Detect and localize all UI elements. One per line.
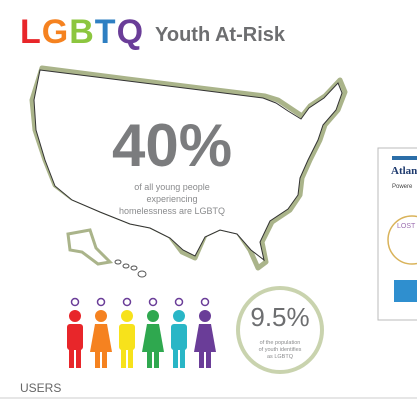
person-part — [95, 348, 100, 368]
panel-blue-logo — [394, 280, 417, 302]
section-label: USERS — [20, 381, 61, 395]
panel-circle-logo — [387, 215, 417, 265]
person-part — [200, 297, 210, 307]
person-part — [142, 324, 164, 352]
alaska — [66, 228, 114, 266]
person-part — [121, 348, 126, 368]
panel-logo-bar — [392, 156, 417, 160]
person-part — [69, 310, 81, 322]
us-map-inner — [33, 69, 343, 262]
person-part — [67, 324, 83, 350]
circle-caption: as LGBTQ — [267, 354, 294, 360]
person-part — [199, 348, 204, 368]
person-part — [102, 348, 107, 368]
person-part — [128, 348, 133, 368]
person-part — [90, 324, 112, 352]
person-part — [180, 348, 185, 368]
person-part — [76, 348, 81, 368]
big-stat: 40% — [112, 112, 232, 179]
person-part — [69, 348, 74, 368]
person-part — [171, 324, 187, 350]
person-part — [173, 348, 178, 368]
stat-caption: experiencing — [146, 194, 197, 204]
stat-circle — [236, 286, 324, 374]
circle-caption: of youth identifies — [259, 347, 302, 353]
logo-letter: T — [94, 13, 117, 51]
person-part — [154, 348, 159, 368]
person-part — [148, 297, 158, 307]
person-part — [95, 310, 107, 322]
logo-letter: Q — [116, 13, 145, 51]
circle-stat: 9.5% — [250, 302, 309, 332]
person-part — [121, 310, 133, 322]
hawaii — [114, 259, 147, 278]
person-part — [194, 324, 216, 352]
logo-letter: G — [41, 13, 70, 51]
panel-logo-text: LOST — [397, 223, 416, 230]
person-part — [119, 324, 135, 350]
logo-letter: L — [20, 13, 42, 51]
people-icons — [67, 297, 216, 368]
person-part — [173, 310, 185, 322]
person-part — [174, 297, 184, 307]
title: Youth At-Risk — [155, 24, 285, 46]
logo-letter: B — [69, 13, 95, 51]
stat-caption: of all young people — [134, 182, 210, 192]
stat-caption: homelessness are LGBTQ — [119, 206, 225, 216]
person-part — [96, 297, 106, 307]
person-part — [122, 297, 132, 307]
panel-powered: Powere — [392, 184, 413, 190]
panel-brand: Atlan — [391, 165, 417, 177]
person-part — [147, 348, 152, 368]
circle-caption: of the population — [260, 340, 301, 346]
person-part — [199, 310, 211, 322]
logo: LGBTQ — [20, 12, 144, 52]
person-part — [147, 310, 159, 322]
person-part — [206, 348, 211, 368]
person-part — [70, 297, 80, 307]
